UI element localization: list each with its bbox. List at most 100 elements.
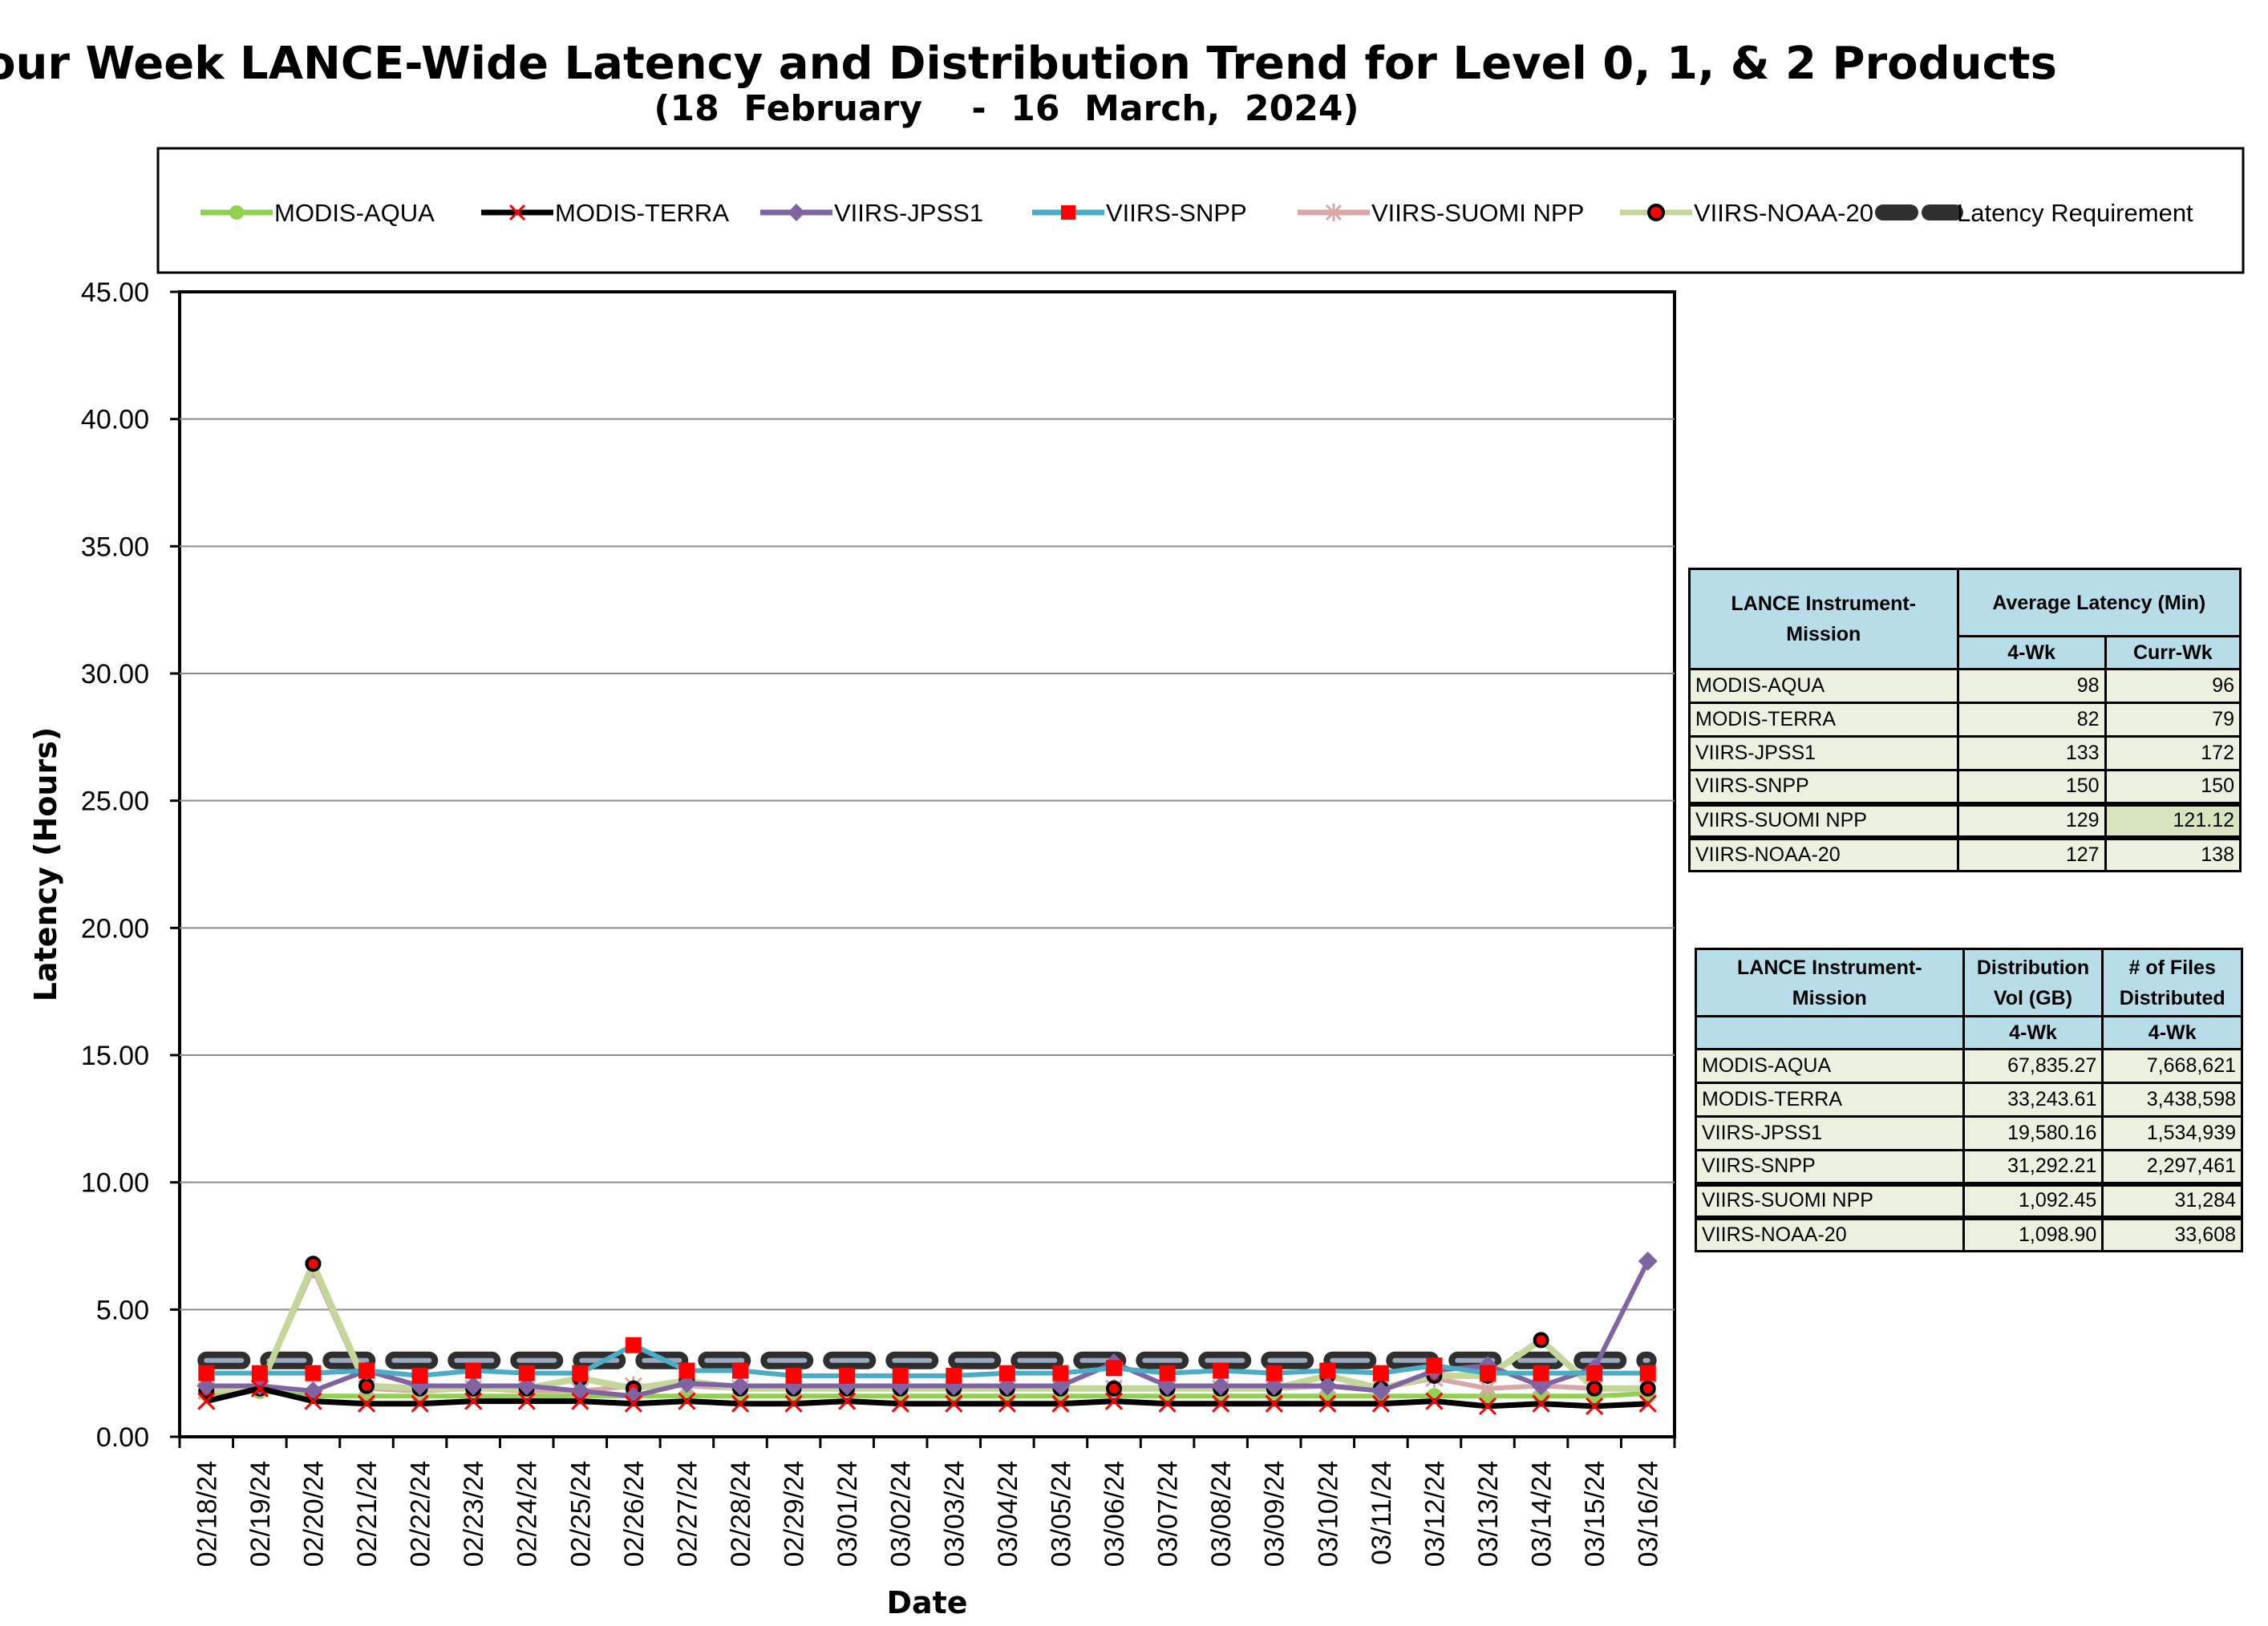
- latency-4wk-cell: 129: [1956, 801, 2107, 839]
- data-point: [839, 1367, 856, 1384]
- data-point: [572, 1365, 589, 1381]
- data-point: [1106, 1380, 1122, 1397]
- data-point: [1478, 1397, 1497, 1415]
- data-point: [305, 1256, 322, 1272]
- y-tick-label: 40.00: [81, 405, 149, 435]
- table-row: MODIS-TERRA 33,243.61 3,438,598: [1695, 1082, 2243, 1118]
- data-point: [411, 1394, 429, 1413]
- data-point: [1586, 1380, 1603, 1397]
- data-point: [624, 1394, 642, 1413]
- table-row: MODIS-TERRA 82 79: [1688, 702, 2242, 738]
- mission-cell: VIIRS-JPSS1: [1695, 1115, 1965, 1151]
- data-point: [1159, 1365, 1176, 1381]
- data-point: [1532, 1394, 1550, 1413]
- data-point: [1638, 1394, 1657, 1413]
- data-point: [464, 1392, 483, 1410]
- latency-header-avg: Average Latency (Min): [1956, 568, 2242, 637]
- data-point: [1372, 1365, 1389, 1381]
- legend: MODIS-AQUA MODIS-TERRA VIIRS-JPSS1 VIIRS-SN…: [200, 199, 2193, 227]
- x-tick-label: 03/09/24: [1260, 1461, 1290, 1567]
- data-point: [508, 204, 526, 221]
- data-point: [1639, 1380, 1656, 1397]
- legend-label: Latency Requirement: [1957, 199, 2193, 227]
- data-point: [838, 1392, 857, 1410]
- legend-item-viirs-jpss1: VIIRS-JPSS1: [760, 199, 983, 227]
- latency-4wk-cell: 133: [1956, 735, 2107, 771]
- data-point: [1325, 204, 1343, 221]
- latency-currwk-cell: 138: [2104, 835, 2242, 872]
- data-point: [678, 1392, 696, 1410]
- data-point: [517, 1392, 536, 1410]
- dist-subheader-vol: 4-Wk: [1962, 1015, 2104, 1050]
- dist-files-cell: 33,608: [2101, 1215, 2243, 1252]
- table-row: VIIRS-NOAA-20 127 138: [1688, 835, 2242, 872]
- data-point: [1533, 1365, 1549, 1381]
- x-tick-label: 03/01/24: [832, 1461, 863, 1567]
- data-point: [1586, 1365, 1603, 1381]
- x-tick-label: 02/19/24: [245, 1461, 276, 1567]
- data-point: [1212, 1394, 1230, 1413]
- dist-vol-cell: 33,243.61: [1962, 1082, 2104, 1118]
- data-point: [304, 1392, 322, 1410]
- data-point: [945, 1394, 963, 1413]
- data-point: [358, 1362, 375, 1379]
- dist-files-cell: 7,668,621: [2101, 1048, 2243, 1084]
- dist-vol-cell: 67,835.27: [1962, 1048, 2104, 1084]
- mission-cell: MODIS-TERRA: [1688, 702, 1959, 738]
- y-tick-label: 30.00: [81, 659, 149, 690]
- x-axis: 02/18/24 02/19/24 02/20/24 02/21/24 02/22/24…: [178, 1437, 1676, 1567]
- distribution-table: LANCE Instrument-Mission Distribution Vo…: [1695, 948, 2243, 1252]
- y-axis: 0.00 5.00 10.00 15.00 20.00 25.00 30.00 35.00 40…: [81, 277, 180, 1453]
- dist-header-vol: Distribution Vol (GB): [1962, 948, 2104, 1017]
- dist-vol-cell: 1,092.45: [1962, 1181, 2104, 1219]
- legend-label: MODIS-TERRA: [555, 199, 729, 227]
- data-point: [731, 1394, 750, 1413]
- x-tick-label: 03/14/24: [1527, 1461, 1557, 1567]
- y-tick-label: 35.00: [81, 532, 149, 562]
- x-tick-label: 02/20/24: [298, 1461, 329, 1567]
- data-point: [892, 1367, 909, 1384]
- series-line: [206, 1388, 1648, 1399]
- mission-cell: MODIS-TERRA: [1695, 1082, 1965, 1118]
- x-tick-label: 02/23/24: [459, 1461, 489, 1567]
- series-line: [206, 1260, 1650, 1399]
- legend-item-viirs-suomi-npp: VIIRS-SUOMI NPP: [1298, 199, 1584, 227]
- y-tick-label: 20.00: [81, 913, 149, 944]
- latency-currwk-cell: 96: [2104, 668, 2242, 704]
- x-tick-label: 02/24/24: [512, 1461, 543, 1567]
- mission-cell: VIIRS-NOAA-20: [1688, 835, 1959, 872]
- y-tick-label: 45.00: [81, 277, 149, 308]
- data-point: [1318, 1376, 1338, 1396]
- data-point: [678, 1362, 695, 1379]
- latency-currwk-cell: 172: [2104, 735, 2242, 771]
- chart-subtitle: (18 February - 16 March, 2024): [654, 88, 1359, 129]
- table-row: VIIRS-SNPP 31,292.21 2,297,461: [1695, 1149, 2243, 1185]
- latency-currwk-cell: 150: [2104, 769, 2242, 805]
- latency-header-mission: LANCE Instrument-Mission: [1688, 568, 1959, 670]
- data-point: [465, 1362, 482, 1379]
- data-point: [998, 1365, 1015, 1381]
- x-tick-label: 02/27/24: [672, 1461, 703, 1567]
- data-point: [357, 1394, 376, 1413]
- x-tick-label: 02/22/24: [406, 1461, 436, 1567]
- dist-header-files: # of Files Distributed: [2101, 948, 2243, 1017]
- x-tick-label: 03/06/24: [1100, 1461, 1130, 1567]
- latency-4wk-cell: 98: [1956, 668, 2107, 704]
- data-point: [1425, 1392, 1444, 1410]
- table-row: MODIS-AQUA 67,835.27 7,668,621: [1695, 1048, 2243, 1084]
- x-tick-label: 02/26/24: [619, 1461, 650, 1567]
- data-point: [946, 1367, 962, 1384]
- y-axis-label: Latency (Hours): [28, 727, 63, 1001]
- series-lines: [196, 1252, 1658, 1415]
- data-point: [1426, 1357, 1443, 1374]
- legend-label: VIIRS-NOAA-20: [1694, 199, 1873, 227]
- dist-files-cell: 31,284: [2101, 1181, 2243, 1219]
- table-row: VIIRS-SNPP 150 150: [1688, 769, 2242, 805]
- latency-currwk-cell: 121.12: [2104, 801, 2242, 839]
- latency-currwk-cell: 79: [2104, 702, 2242, 738]
- data-point: [998, 1394, 1016, 1413]
- series-line: [205, 1385, 1648, 1410]
- data-point: [1319, 1362, 1336, 1379]
- x-tick-label: 03/08/24: [1206, 1461, 1237, 1567]
- data-point: [1371, 1394, 1390, 1413]
